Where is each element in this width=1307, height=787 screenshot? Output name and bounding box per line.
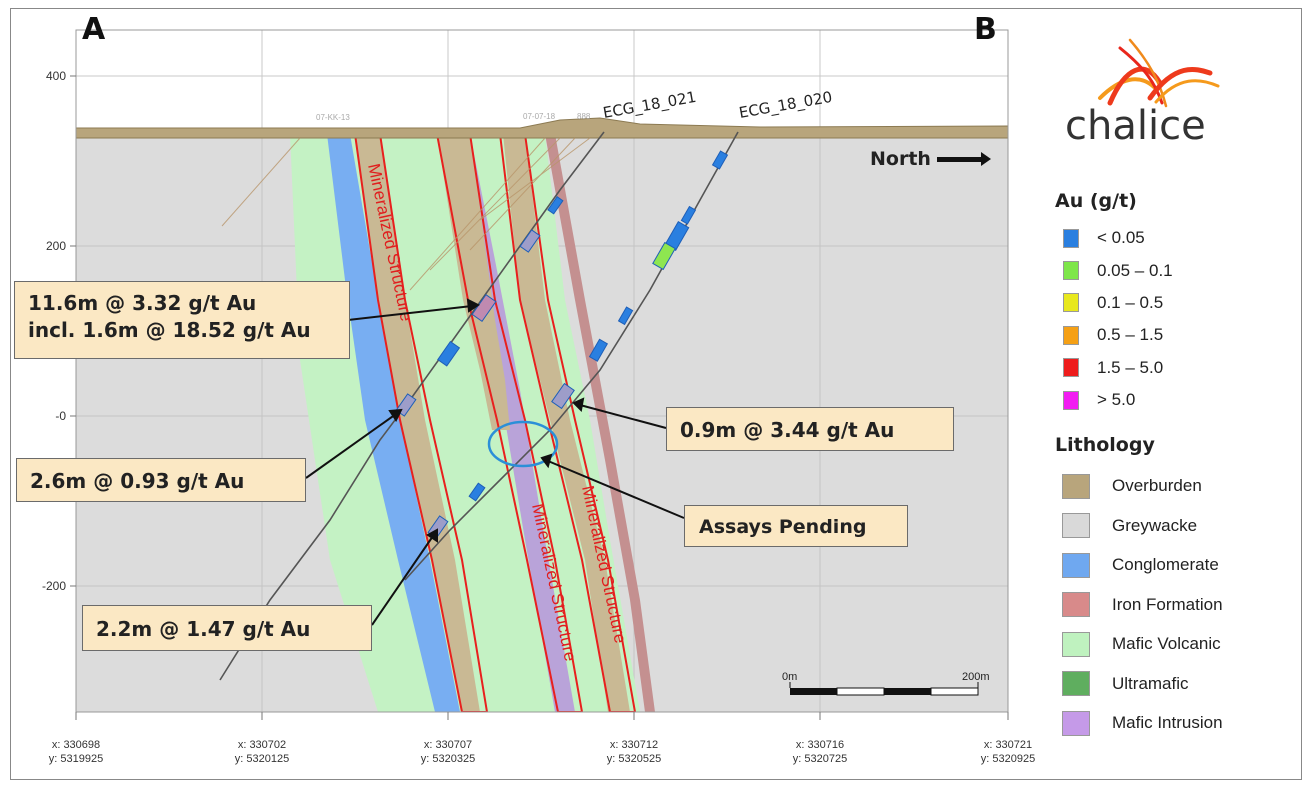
x-tick-2-x: x: 330702 bbox=[238, 739, 286, 751]
legend-au-swatch bbox=[1063, 358, 1079, 378]
scale-bar: 0m 200m bbox=[782, 671, 990, 696]
callout-1-line-1: 11.6m @ 3.32 g/t Au bbox=[28, 291, 257, 315]
legend-au-swatch bbox=[1063, 228, 1079, 248]
plot-border bbox=[75, 29, 1009, 713]
x-tick-5-x: x: 330716 bbox=[796, 739, 844, 751]
scale-start: 0m bbox=[782, 671, 797, 683]
scale-end: 200m bbox=[962, 671, 990, 683]
legend-au-item: 0.5 – 1.5 bbox=[1055, 319, 1295, 351]
x-tick-1-y: y: 5319925 bbox=[49, 753, 103, 765]
callout-leaders bbox=[305, 298, 685, 626]
iron-formation-unit bbox=[545, 134, 655, 712]
hole-label-ecg18-021: ECG_18_021 bbox=[602, 88, 698, 123]
old-hole-label-2: 07-07-18 bbox=[523, 112, 556, 121]
north-arrow-icon bbox=[936, 151, 991, 166]
callout-1-line-2: incl. 1.6m @ 18.52 g/t Au bbox=[28, 318, 311, 342]
legend-au-item: 1.5 – 5.0 bbox=[1055, 352, 1295, 384]
legend-au-swatch bbox=[1063, 261, 1079, 281]
x-tick-1-x: x: 330698 bbox=[52, 739, 100, 751]
legend-au-swatch bbox=[1063, 390, 1079, 410]
x-tick-3-y: y: 5320325 bbox=[421, 753, 475, 765]
section-start-label: A bbox=[82, 12, 106, 47]
callout-ecg18-020: 0.9m @ 3.44 g/t Au bbox=[666, 407, 954, 451]
legend-lithology-item: Overburden bbox=[1055, 466, 1295, 506]
mineralized-structure-outlines bbox=[353, 133, 637, 712]
hole-label-ecg18-020: ECG_18_020 bbox=[738, 88, 834, 123]
x-tick-6-x: x: 330721 bbox=[984, 739, 1032, 751]
legend-lithology-item: Iron Formation bbox=[1055, 585, 1295, 625]
legend-au-label: < 0.05 bbox=[1097, 228, 1145, 248]
callout-ecg18-021-upper: 11.6m @ 3.32 g/t Au incl. 1.6m @ 18.52 g… bbox=[14, 281, 350, 359]
legend-lithology-swatch bbox=[1062, 473, 1090, 499]
legend-lithology-label: Overburden bbox=[1112, 476, 1202, 496]
x-tick-6-y: y: 5320925 bbox=[981, 753, 1035, 765]
old-hole-label-1: 07-KK-13 bbox=[316, 113, 350, 122]
legend-lithology-item: Ultramafic bbox=[1055, 664, 1295, 704]
legend-au-swatch bbox=[1063, 293, 1079, 313]
y-tick-0: -0 bbox=[55, 409, 66, 423]
overburden-band bbox=[76, 117, 1008, 139]
legend-au-swatch bbox=[1063, 325, 1079, 345]
x-tick-3-x: x: 330707 bbox=[424, 739, 472, 751]
legend-lithology-item: Mafic Intrusion bbox=[1055, 703, 1295, 743]
legend: Au (g/t) < 0.05 0.05 – 0.1 0.1 – 0.5 0.5 – … bbox=[1055, 190, 1295, 743]
legend-au-item: > 5.0 bbox=[1055, 384, 1295, 416]
chalice-logo-icon bbox=[1098, 38, 1220, 108]
north-label: North bbox=[870, 148, 931, 170]
legend-lithology-swatch bbox=[1062, 513, 1090, 539]
x-tick-4-x: x: 330712 bbox=[610, 739, 658, 751]
chalice-logo-text: chalice bbox=[1065, 103, 1206, 149]
assay-intervals bbox=[395, 150, 729, 539]
legend-au-label: > 5.0 bbox=[1097, 390, 1136, 410]
legend-lithology-label: Ultramafic bbox=[1112, 673, 1189, 693]
cross-section: Mineralized Structure Mineralized Struct… bbox=[42, 29, 1035, 765]
legend-au-label: 1.5 – 5.0 bbox=[1097, 357, 1164, 377]
callout-ecg18-021-mid: 2.6m @ 0.93 g/t Au bbox=[16, 458, 306, 502]
x-tick-2-y: y: 5320125 bbox=[235, 753, 289, 765]
x-tick-4-y: y: 5320525 bbox=[607, 753, 661, 765]
legend-lithology-swatch bbox=[1062, 710, 1090, 736]
legend-lithology-item: Mafic Volcanic bbox=[1055, 624, 1295, 664]
y-tick-200: 200 bbox=[46, 239, 66, 253]
legend-lithology-title: Lithology bbox=[1055, 434, 1155, 457]
x-tick-5-y: y: 5320725 bbox=[793, 753, 847, 765]
legend-au-item: 0.1 – 0.5 bbox=[1055, 287, 1295, 319]
legend-lithology-label: Greywacke bbox=[1112, 515, 1198, 535]
y-tick-400: 400 bbox=[46, 69, 66, 83]
legend-au-item: 0.05 – 0.1 bbox=[1055, 254, 1295, 286]
legend-lithology-swatch bbox=[1062, 671, 1090, 697]
assays-pending-ellipse bbox=[487, 420, 559, 468]
legend-au-label: 0.5 – 1.5 bbox=[1097, 325, 1164, 345]
legend-au-label: 0.1 – 0.5 bbox=[1097, 292, 1164, 312]
legend-lithology-item: Greywacke bbox=[1055, 506, 1295, 546]
legend-lithology-label: Mafic Intrusion bbox=[1112, 713, 1223, 733]
callout-assays-pending: Assays Pending bbox=[684, 505, 908, 547]
y-tick-minus200: -200 bbox=[42, 579, 66, 593]
legend-lithology-label: Iron Formation bbox=[1112, 594, 1223, 614]
legend-lithology-label: Mafic Volcanic bbox=[1112, 634, 1221, 654]
legend-lithology-swatch bbox=[1062, 592, 1090, 618]
old-hole-label-3: 888 bbox=[577, 112, 591, 121]
callout-ecg18-021-lower: 2.2m @ 1.47 g/t Au bbox=[82, 605, 372, 651]
north-indicator: North bbox=[870, 148, 991, 170]
legend-au-label: 0.05 – 0.1 bbox=[1097, 260, 1173, 280]
section-end-label: B bbox=[974, 12, 997, 47]
legend-au-item: < 0.05 bbox=[1055, 222, 1295, 254]
legend-au-title: Au (g/t) bbox=[1055, 190, 1137, 212]
legend-lithology-item: Conglomerate bbox=[1055, 545, 1295, 585]
legend-lithology-swatch bbox=[1062, 631, 1090, 657]
legend-lithology-label: Conglomerate bbox=[1112, 555, 1219, 575]
legend-lithology-swatch bbox=[1062, 552, 1090, 578]
